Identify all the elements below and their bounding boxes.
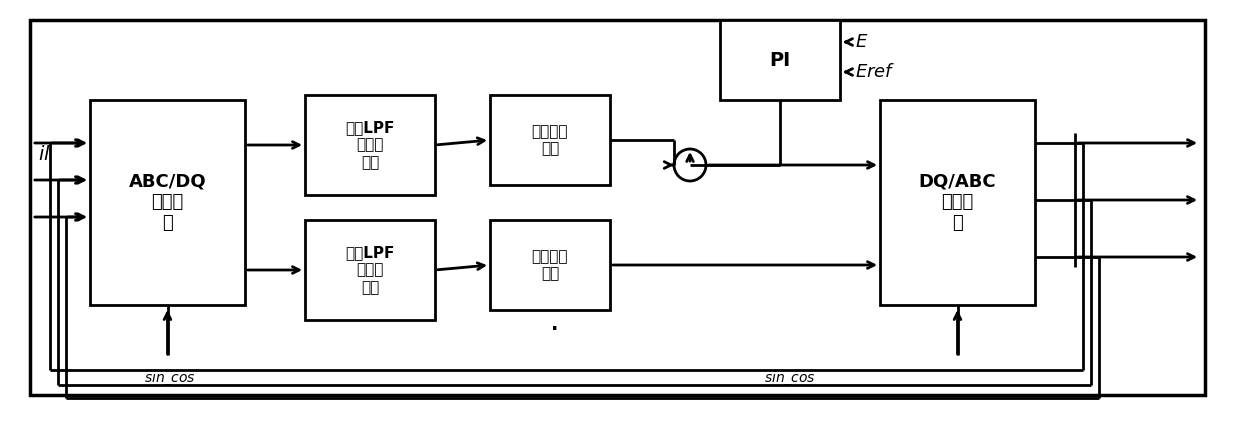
Text: DQ/ABC
变换单
元: DQ/ABC 变换单 元 <box>919 173 996 232</box>
Bar <box>30 20 1205 395</box>
Text: 第一LPF
低通滤
波器: 第一LPF 低通滤 波器 <box>345 120 394 170</box>
Bar <box>91 100 246 305</box>
Bar <box>490 95 610 185</box>
Text: 第二LPF
低通滤
波器: 第二LPF 低通滤 波器 <box>345 245 394 295</box>
Text: .: . <box>552 316 559 335</box>
Text: PI: PI <box>769 50 791 69</box>
Text: $Eref$: $Eref$ <box>856 63 895 81</box>
Bar <box>720 20 839 100</box>
Text: 第二预测
模块: 第二预测 模块 <box>532 249 568 281</box>
Text: 第一预测
模块: 第一预测 模块 <box>532 124 568 156</box>
Text: $E$: $E$ <box>856 33 868 51</box>
Bar <box>880 100 1035 305</box>
Circle shape <box>675 149 706 181</box>
Text: $sin\_cos$: $sin\_cos$ <box>144 370 196 387</box>
Text: ABC/DQ
变换单
元: ABC/DQ 变换单 元 <box>129 173 206 232</box>
Bar <box>305 95 435 195</box>
Bar <box>490 220 610 310</box>
Text: $il$: $il$ <box>38 146 51 165</box>
Text: $sin\_cos$: $sin\_cos$ <box>764 370 816 387</box>
Bar <box>305 220 435 320</box>
